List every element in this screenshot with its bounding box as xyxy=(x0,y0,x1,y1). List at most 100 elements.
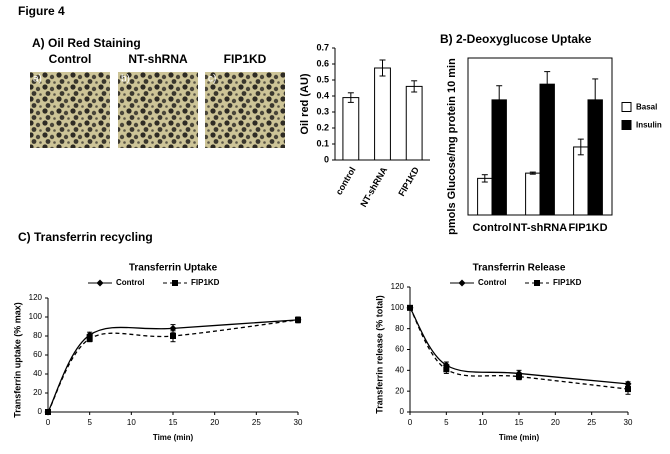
x-tick-label: 0 xyxy=(46,418,51,427)
marker xyxy=(86,335,93,342)
y-tick-label: 0.4 xyxy=(316,90,329,100)
image-tag: a) xyxy=(33,74,42,85)
x-tick-label: 25 xyxy=(587,418,596,427)
legend-label: Control xyxy=(478,278,506,287)
x-tick-label: 10 xyxy=(478,418,487,427)
image-tag: c) xyxy=(208,74,216,85)
x-tick-label: 20 xyxy=(210,418,219,427)
micrograph xyxy=(30,72,110,148)
y-tick-label: 100 xyxy=(29,312,43,321)
marker xyxy=(295,316,301,323)
micrographs: Control a) NT-shRNA b) FIP1KD c) xyxy=(30,52,285,148)
bar xyxy=(573,146,589,216)
bar xyxy=(525,172,541,216)
y-tick-label: 0.2 xyxy=(316,122,329,132)
error-bar xyxy=(592,78,599,122)
marker xyxy=(458,279,466,287)
x-tick-label: FIP1KD xyxy=(396,165,421,198)
y-tick-label: 0.7 xyxy=(316,42,329,52)
figure-title: Figure 4 xyxy=(18,4,65,18)
legend-label: Control xyxy=(116,278,144,287)
series-line xyxy=(47,319,299,413)
error-bar xyxy=(481,174,488,183)
y-tick-label: 0.1 xyxy=(316,138,329,148)
y-tick-label: 60 xyxy=(33,350,42,359)
bar xyxy=(539,83,555,216)
y-axis-label: pmols Glucose/mg protein 10 min xyxy=(446,58,458,235)
x-tick-label: 25 xyxy=(252,418,261,427)
series-line xyxy=(47,319,299,413)
error-bar xyxy=(347,92,354,103)
legend-label: Basal xyxy=(636,103,657,112)
micrograph xyxy=(118,72,198,148)
chart-title: Transferrin Release xyxy=(473,263,566,274)
marker xyxy=(407,304,413,311)
marker xyxy=(534,280,540,286)
marker xyxy=(172,280,178,286)
legend-swatch xyxy=(621,102,632,112)
x-tick-label: NT-shRNA xyxy=(513,222,567,234)
image-label: FIP1KD xyxy=(224,52,267,66)
marker xyxy=(170,333,176,339)
error-bar xyxy=(544,71,551,98)
x-tick-label: FIP1KD xyxy=(568,222,607,234)
y-tick-label: 120 xyxy=(391,282,405,291)
legend-swatch xyxy=(621,120,632,130)
y-tick-label: 120 xyxy=(29,293,43,302)
marker xyxy=(443,366,450,373)
legend-label: Insulin xyxy=(636,121,662,130)
x-axis-label: Time (min) xyxy=(153,433,194,442)
y-tick-label: 40 xyxy=(395,365,404,374)
error-bar xyxy=(529,171,536,175)
y-tick-label: 100 xyxy=(391,303,405,312)
x-axis-label: Time (min) xyxy=(499,433,540,442)
x-tick-label: NT-shRNA xyxy=(358,165,389,209)
y-tick-label: 60 xyxy=(395,345,404,354)
y-tick-label: 20 xyxy=(33,388,42,397)
series-line xyxy=(409,307,629,390)
y-axis-label: Transferrin uptake (% max) xyxy=(12,302,22,418)
x-tick-label: 0 xyxy=(408,418,413,427)
image-label: NT-shRNA xyxy=(128,52,188,66)
legend-label: FIP1KD xyxy=(191,278,220,287)
error-bar xyxy=(496,85,503,115)
series-line xyxy=(409,307,629,385)
y-axis-label: Oil red (AU) xyxy=(299,73,311,134)
x-tick-label: 15 xyxy=(169,418,178,427)
x-tick-label: 30 xyxy=(624,418,633,427)
bar xyxy=(405,85,423,161)
chart-title: Transferrin Uptake xyxy=(129,263,218,274)
error-bar xyxy=(379,59,386,77)
chart-title: B) 2-Deoxyglucose Uptake xyxy=(440,32,592,46)
x-tick-label: 20 xyxy=(551,418,560,427)
marker xyxy=(516,373,522,380)
bar xyxy=(374,67,391,161)
x-tick-label: 10 xyxy=(127,418,136,427)
marker xyxy=(45,409,51,415)
bar xyxy=(342,97,360,161)
y-tick-label: 0.5 xyxy=(316,74,329,84)
y-tick-label: 0 xyxy=(38,407,43,416)
bar xyxy=(477,177,493,216)
y-tick-label: 80 xyxy=(33,331,42,340)
legend-label: FIP1KD xyxy=(553,278,582,287)
y-tick-label: 20 xyxy=(395,386,404,395)
bar xyxy=(491,99,507,216)
x-tick-label: 5 xyxy=(87,418,92,427)
y-tick-label: 80 xyxy=(395,324,404,333)
y-tick-label: 0 xyxy=(324,154,329,164)
error-bar xyxy=(577,138,584,156)
image-tag: b) xyxy=(121,74,130,85)
panel-a-title: A) Oil Red Staining xyxy=(32,36,141,50)
panel-c-title: C) Transferrin recycling xyxy=(18,230,153,244)
x-tick-label: control xyxy=(334,165,358,196)
y-tick-label: 40 xyxy=(33,369,42,378)
image-label: Control xyxy=(49,52,92,66)
y-tick-label: 0.3 xyxy=(316,106,329,116)
marker xyxy=(625,386,631,393)
y-tick-label: 0 xyxy=(400,407,405,416)
marker xyxy=(96,279,104,287)
error-bar xyxy=(411,80,418,93)
y-axis-label: Transferrin release (% total) xyxy=(374,295,384,414)
